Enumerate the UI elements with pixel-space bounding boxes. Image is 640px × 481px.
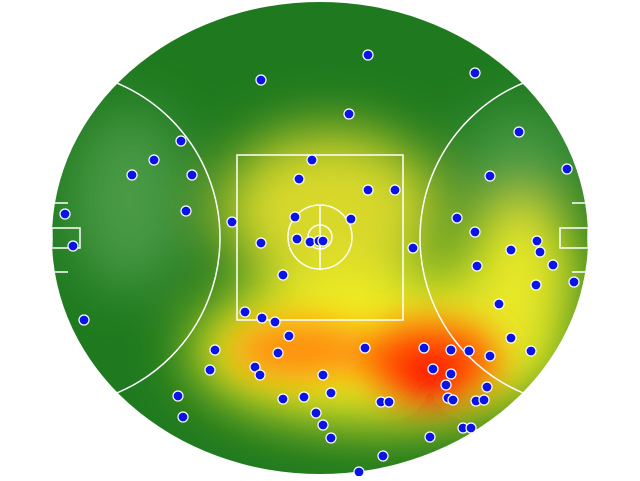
point xyxy=(534,246,546,258)
point xyxy=(407,242,419,254)
point xyxy=(255,74,267,86)
point xyxy=(291,233,303,245)
point xyxy=(177,411,189,423)
point xyxy=(478,394,490,406)
point xyxy=(269,316,281,328)
point xyxy=(186,169,198,181)
point xyxy=(306,154,318,166)
point xyxy=(289,211,301,223)
point xyxy=(239,306,251,318)
point xyxy=(317,369,329,381)
point xyxy=(493,298,505,310)
point xyxy=(469,226,481,238)
point xyxy=(353,466,365,478)
point xyxy=(471,260,483,272)
point xyxy=(383,396,395,408)
point xyxy=(180,205,192,217)
point xyxy=(148,154,160,166)
point xyxy=(377,450,389,462)
point xyxy=(249,361,261,373)
point xyxy=(484,350,496,362)
point xyxy=(172,390,184,402)
point xyxy=(362,49,374,61)
point xyxy=(283,330,295,342)
point xyxy=(298,391,310,403)
point xyxy=(362,184,374,196)
point xyxy=(505,332,517,344)
point xyxy=(440,379,452,391)
point xyxy=(293,173,305,185)
point xyxy=(445,344,457,356)
point xyxy=(209,344,221,356)
point xyxy=(255,237,267,249)
point xyxy=(447,394,459,406)
point xyxy=(445,368,457,380)
point xyxy=(505,244,517,256)
point xyxy=(389,184,401,196)
point xyxy=(78,314,90,326)
point xyxy=(277,393,289,405)
point xyxy=(484,170,496,182)
point xyxy=(59,208,71,220)
point xyxy=(451,212,463,224)
point xyxy=(343,108,355,120)
point xyxy=(272,347,284,359)
point xyxy=(513,126,525,138)
point xyxy=(547,259,559,271)
point xyxy=(317,235,329,247)
point xyxy=(427,363,439,375)
point xyxy=(531,235,543,247)
point xyxy=(481,381,493,393)
point xyxy=(418,342,430,354)
point xyxy=(317,419,329,431)
point xyxy=(226,216,238,228)
point xyxy=(175,135,187,147)
point xyxy=(469,67,481,79)
point xyxy=(254,369,266,381)
point xyxy=(204,364,216,376)
point xyxy=(568,276,580,288)
point xyxy=(525,345,537,357)
point xyxy=(345,213,357,225)
point xyxy=(67,240,79,252)
point xyxy=(463,345,475,357)
point xyxy=(126,169,138,181)
point xyxy=(325,387,337,399)
point xyxy=(277,269,289,281)
point xyxy=(325,432,337,444)
point xyxy=(256,312,268,324)
point xyxy=(530,279,542,291)
point xyxy=(424,431,436,443)
point xyxy=(310,407,322,419)
point xyxy=(359,342,371,354)
point xyxy=(465,422,477,434)
point xyxy=(561,163,573,175)
